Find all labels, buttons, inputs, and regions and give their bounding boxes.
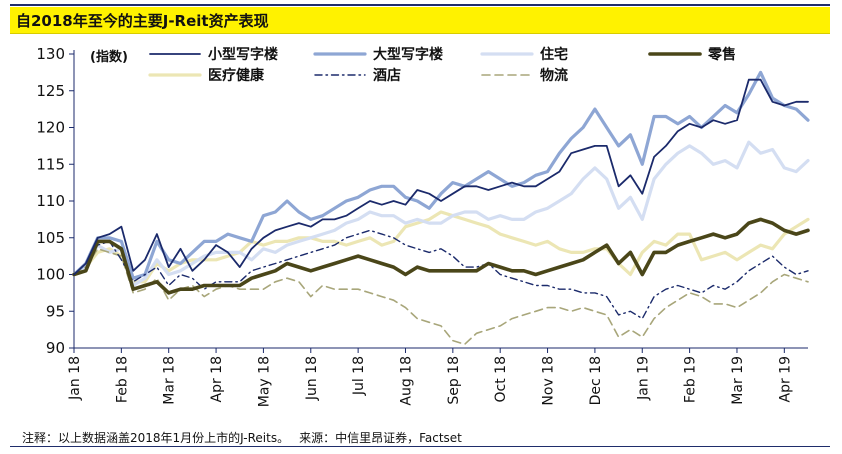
x-tick-label: Jan 18 (67, 356, 83, 401)
y-tick-label: 110 (36, 192, 65, 210)
series-line-1 (72, 70, 810, 280)
bottom-rule (10, 446, 830, 447)
footnote-note: 注释：以上数据涵盖2018年1月份上市的J-Reits。 (22, 431, 290, 445)
y-tick-label: 95 (46, 302, 65, 320)
series-line-3 (72, 217, 810, 295)
series-line-5 (73, 229, 809, 320)
footnote-source: 来源：中信里昂证券，Factset (299, 431, 462, 445)
y-tick-label: 105 (36, 229, 65, 247)
legend-label: 物流 (540, 67, 568, 84)
footnote: 注释：以上数据涵盖2018年1月份上市的J-Reits。 来源：中信里昂证券，Fa… (22, 429, 462, 446)
series-line-2 (72, 140, 810, 288)
x-tick-label: Mar 18 (162, 356, 178, 405)
x-tick-label: Aug 18 (398, 356, 414, 406)
x-tick-label: Oct 18 (493, 356, 509, 402)
x-tick-label: Jun 18 (304, 356, 320, 401)
legend-label: 小型写字楼 (208, 46, 278, 63)
x-tick-label: Feb 18 (114, 356, 130, 403)
x-tick-label: Nov 18 (541, 356, 557, 406)
legend-label: 零售 (707, 46, 736, 63)
x-tick-label: Dec 18 (588, 356, 604, 405)
y-tick-label: 120 (36, 119, 65, 137)
x-tick-label: May 18 (256, 356, 272, 407)
x-tick-label: Mar 19 (730, 356, 746, 405)
x-tick-label: Feb 19 (683, 356, 699, 403)
x-tick-label: Apr 18 (209, 356, 225, 402)
y-tick-label: 130 (36, 45, 65, 63)
legend-label: 酒店 (373, 67, 401, 84)
y-tick-label: 115 (36, 155, 65, 173)
x-tick-label: Jan 19 (635, 356, 651, 401)
y-axis-unit-label: (指数) (90, 49, 128, 65)
x-tick-label: Sep 18 (446, 356, 462, 405)
line-chart: 90 95 100 105 110 115 120 125 130 Jan 18 Feb 18 Mar… (36, 45, 810, 407)
chart-title: 自2018年至今的主要J-Reit资产表现 (16, 12, 269, 30)
legend-label: 医疗健康 (208, 67, 265, 84)
y-tick-label: 100 (36, 266, 65, 284)
series-line-0 (73, 78, 809, 276)
x-tick-label: Jul 18 (351, 356, 367, 396)
title-top-rule (10, 4, 830, 6)
legend-label: 住宅 (540, 46, 568, 63)
y-tick-label: 90 (46, 339, 65, 357)
legend-label: 大型写字楼 (373, 46, 443, 63)
x-tick-label: Apr 19 (777, 356, 793, 402)
y-tick-label: 125 (36, 82, 65, 100)
title-bar: 自2018年至今的主要J-Reit资产表现 (10, 7, 830, 34)
